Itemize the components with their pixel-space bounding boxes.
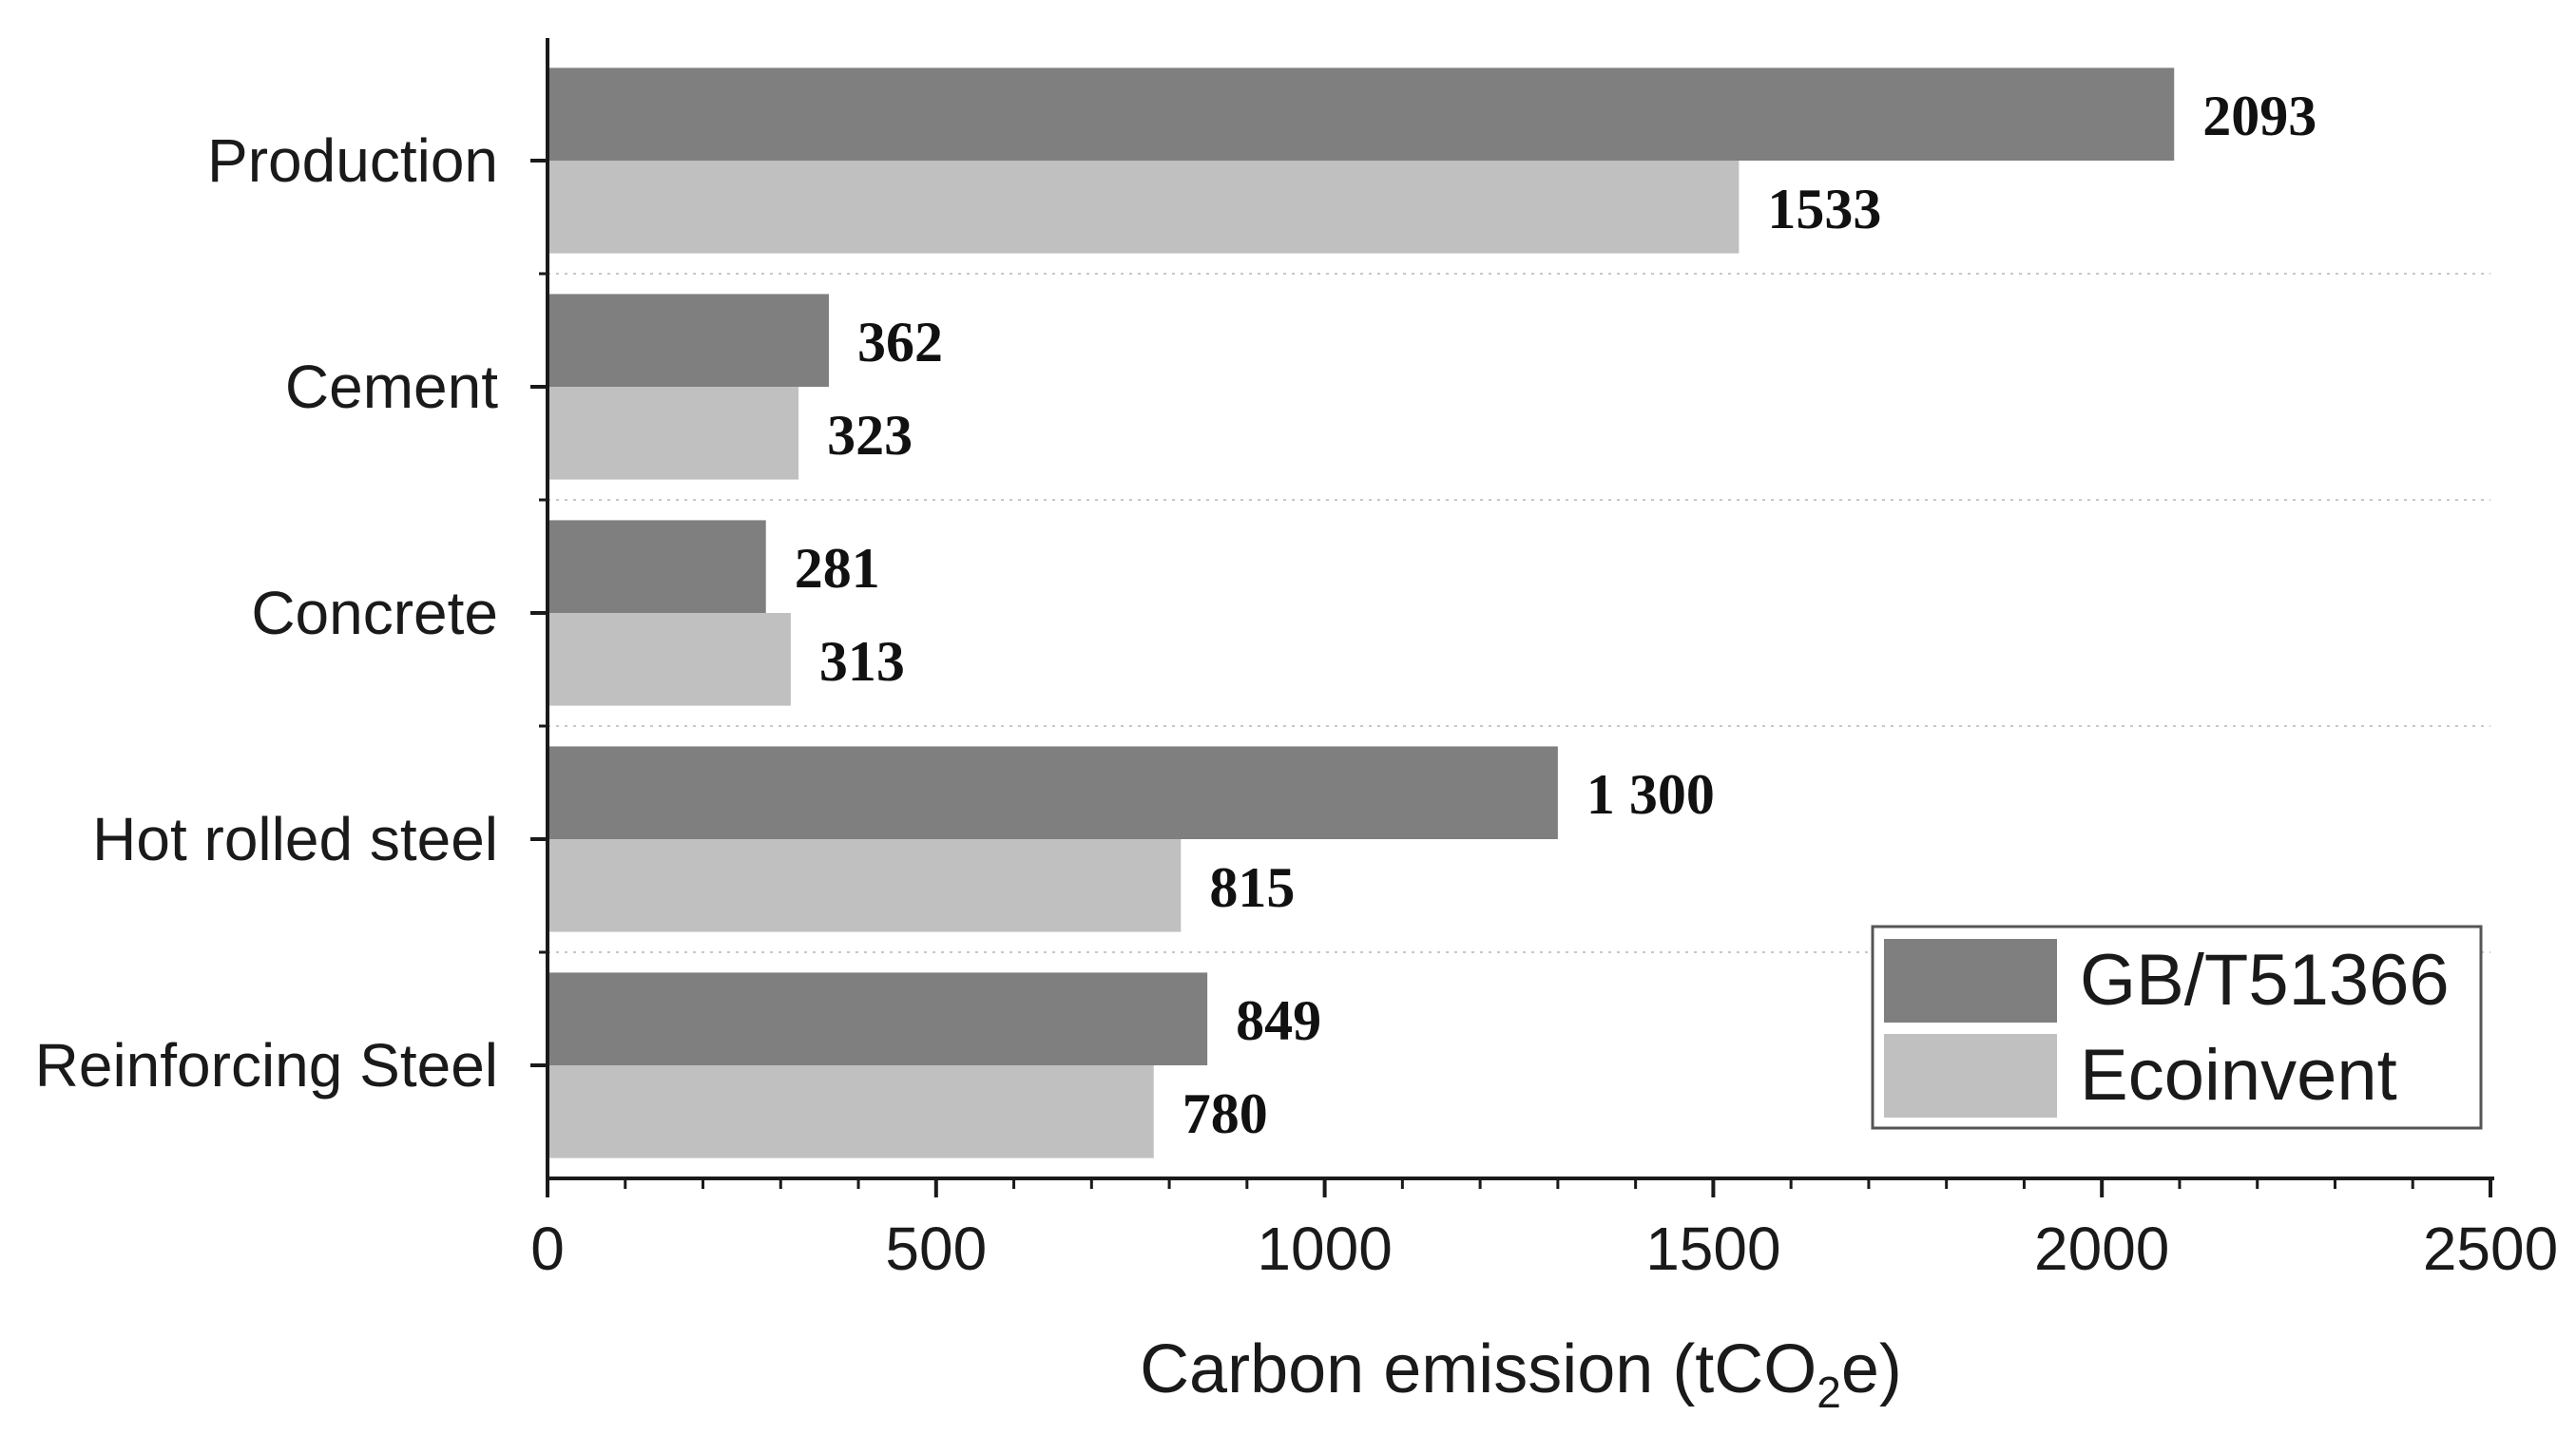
x-ticks-layer: 0 500 1000 1500 2000 2500: [530, 1178, 2558, 1283]
category-label-hot-rolled-steel: Hot rolled steel: [92, 805, 498, 873]
category-labels-layer: Production Cement Concrete Hot rolled steel…: [35, 126, 499, 1100]
legend-label-gbt51366: GB/T51366: [2080, 940, 2450, 1021]
bar-ecoinvent-reinforcing-steel: [548, 1065, 1154, 1158]
x-axis-title-tail: e): [1841, 1331, 1902, 1407]
x-tick-label: 1000: [1257, 1215, 1392, 1283]
data-label-ecoinvent-production: 1533: [1767, 178, 1881, 240]
bar-ecoinvent-production: [548, 161, 1740, 254]
bar-gb-t51366-production: [548, 67, 2175, 161]
data-label-ecoinvent-reinforcing-steel: 780: [1182, 1082, 1268, 1145]
data-label-gb-t51366-reinforcing-steel: 849: [1236, 989, 1321, 1052]
x-tick-label: 1500: [1645, 1215, 1780, 1283]
x-axis-title-subscript: 2: [1817, 1368, 1841, 1417]
bars-layer: [548, 67, 2175, 1158]
x-axis-title: Carbon emission (tCO2e): [1140, 1331, 1902, 1417]
data-label-gb-t51366-hot-rolled-steel: 1 300: [1586, 763, 1715, 826]
legend: GB/T51366 Ecoinvent: [1871, 925, 2483, 1130]
data-label-gb-t51366-cement: 362: [857, 311, 943, 373]
x-axis-title-main: Carbon emission (tCO: [1140, 1331, 1817, 1407]
category-label-reinforcing-steel: Reinforcing Steel: [35, 1031, 498, 1100]
legend-label-ecoinvent: Ecoinvent: [2080, 1035, 2397, 1116]
x-tick-label: 2000: [2034, 1215, 2169, 1283]
data-label-ecoinvent-concrete: 313: [819, 630, 905, 693]
x-tick-label: 0: [530, 1215, 565, 1283]
bar-gb-t51366-hot-rolled-steel: [548, 746, 1558, 839]
data-label-ecoinvent-cement: 323: [827, 404, 913, 467]
bar-ecoinvent-cement: [548, 387, 799, 480]
legend-swatch-ecoinvent: [1884, 1034, 2057, 1118]
category-label-cement: Cement: [285, 353, 498, 421]
bar-ecoinvent-concrete: [548, 613, 791, 706]
x-tick-label: 500: [885, 1215, 987, 1283]
axes-layer: [546, 38, 2494, 1180]
category-label-concrete: Concrete: [251, 579, 498, 647]
bar-ecoinvent-hot-rolled-steel: [548, 839, 1182, 932]
category-label-production: Production: [207, 126, 498, 195]
bar-gb-t51366-cement: [548, 294, 829, 387]
x-tick-label: 2500: [2423, 1215, 2558, 1283]
data-label-ecoinvent-hot-rolled-steel: 815: [1209, 856, 1295, 919]
bar-gb-t51366-concrete: [548, 520, 766, 613]
y-ticks-layer: [530, 159, 548, 1067]
data-label-gb-t51366-concrete: 281: [795, 537, 880, 600]
bar-gb-t51366-reinforcing-steel: [548, 972, 1208, 1065]
data-label-gb-t51366-production: 2093: [2202, 85, 2316, 147]
legend-swatch-gbt51366: [1884, 939, 2057, 1023]
data-labels-layer: 2093 1533 362 323 281 313 1 300 815 849 780: [795, 85, 2316, 1145]
